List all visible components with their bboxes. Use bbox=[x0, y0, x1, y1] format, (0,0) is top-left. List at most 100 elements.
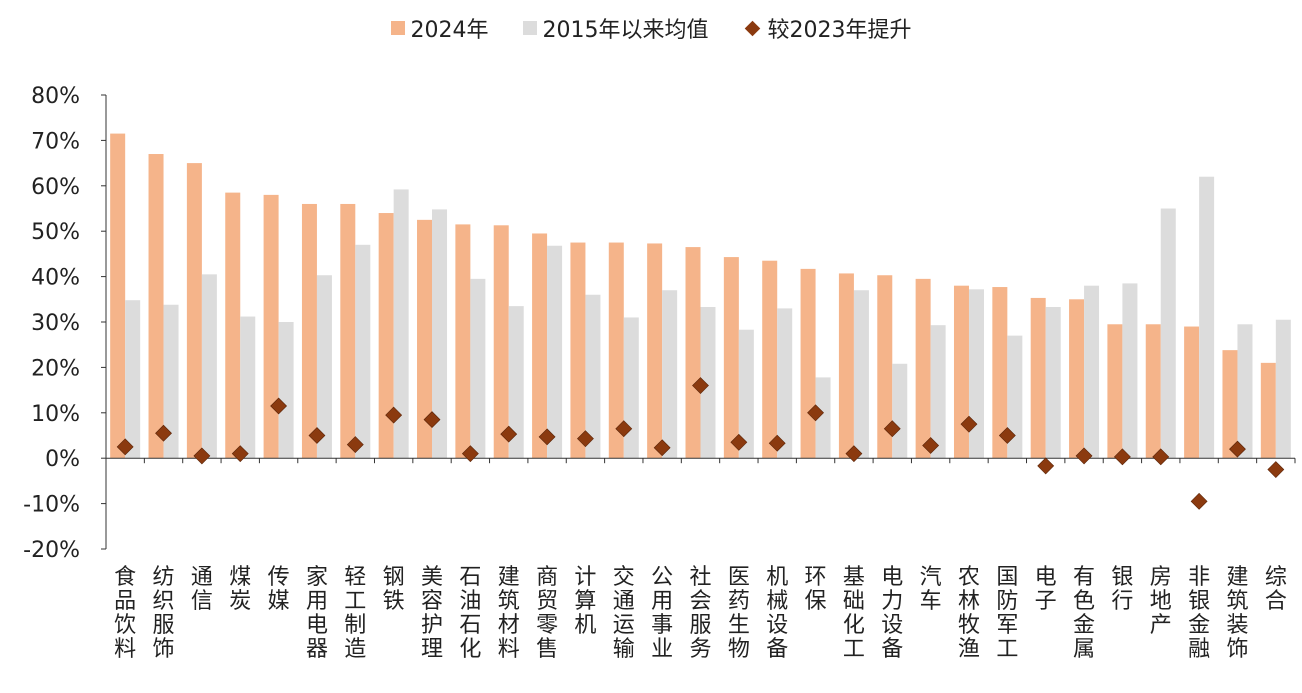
bar-2024 bbox=[992, 287, 1008, 459]
diamond-change bbox=[423, 411, 441, 429]
bar-avg bbox=[508, 306, 524, 459]
bar-2024 bbox=[647, 243, 663, 459]
diamond-change bbox=[1113, 448, 1131, 466]
category-label: 石油石化 bbox=[459, 565, 481, 662]
bar-avg bbox=[1045, 307, 1061, 459]
bar-2024 bbox=[1184, 326, 1200, 459]
y-tick-label: 50% bbox=[31, 220, 80, 245]
category-label: 交通运输 bbox=[613, 565, 635, 662]
category-label: 食品饮料 bbox=[114, 565, 136, 662]
bar-2024 bbox=[110, 133, 126, 459]
bar-2024 bbox=[148, 154, 164, 459]
bar-avg bbox=[1007, 335, 1023, 459]
bar-2024 bbox=[1145, 324, 1161, 459]
category-label: 计算机 bbox=[574, 565, 596, 638]
diamond-change bbox=[1267, 461, 1285, 478]
bar-avg bbox=[853, 290, 869, 459]
bar-avg bbox=[700, 307, 716, 459]
bar-2024 bbox=[1107, 324, 1123, 459]
bar-2024 bbox=[915, 278, 931, 459]
category-label: 社会服务 bbox=[689, 565, 711, 662]
bar-2024 bbox=[455, 224, 471, 459]
bar-avg bbox=[585, 294, 601, 459]
y-tick-label: 0% bbox=[45, 447, 80, 472]
bar-avg bbox=[355, 244, 371, 459]
y-tick-label: 10% bbox=[31, 402, 80, 427]
diamond-change bbox=[615, 420, 633, 438]
bar-2024 bbox=[1222, 350, 1238, 459]
diamond-change bbox=[577, 430, 594, 448]
diamond-change bbox=[1152, 448, 1170, 466]
bar-2024 bbox=[762, 260, 778, 459]
legend-label-2024: 2024年 bbox=[410, 18, 489, 43]
y-tick-label: 20% bbox=[31, 356, 80, 381]
y-tick-label: 40% bbox=[31, 266, 80, 291]
diamond-change bbox=[270, 397, 288, 415]
category-label: 银行 bbox=[1111, 565, 1133, 614]
category-label: 纺织服饰 bbox=[153, 565, 175, 662]
bar-avg bbox=[930, 325, 946, 459]
category-label: 家用电器 bbox=[306, 565, 328, 662]
diamond-change bbox=[308, 427, 326, 444]
bar-avg bbox=[393, 189, 409, 459]
diamond-change bbox=[730, 433, 748, 451]
diamond-change bbox=[922, 437, 940, 454]
bar-avg bbox=[547, 245, 563, 459]
category-label: 房地产 bbox=[1150, 565, 1172, 638]
bar-2024 bbox=[800, 268, 816, 459]
legend: 2024年 2015年以来均值 较2023年提升 bbox=[0, 10, 1302, 46]
bar-avg bbox=[1275, 319, 1291, 459]
diamond-change bbox=[1037, 457, 1055, 475]
legend-swatch-2024 bbox=[390, 21, 405, 35]
bar-avg bbox=[470, 278, 486, 459]
category-label: 美容护理 bbox=[421, 565, 443, 662]
category-label: 电力设备 bbox=[881, 565, 903, 662]
legend-item-change: 较2023年提升 bbox=[743, 12, 912, 44]
diamond-change bbox=[538, 428, 556, 446]
bar-2024 bbox=[340, 203, 356, 459]
diamond-change bbox=[653, 439, 671, 457]
bar-avg bbox=[432, 209, 448, 459]
y-tick-label: -10% bbox=[23, 493, 80, 518]
category-label: 建筑材料 bbox=[498, 565, 520, 662]
bar-2024 bbox=[838, 273, 854, 459]
category-label: 国防军工 bbox=[996, 565, 1018, 662]
diamond-change bbox=[998, 427, 1016, 444]
y-tick-label: -20% bbox=[23, 538, 80, 563]
bar-avg bbox=[201, 274, 217, 459]
bar-2024 bbox=[953, 285, 969, 459]
diamond-change bbox=[346, 436, 364, 454]
category-label: 非银金融 bbox=[1188, 565, 1210, 662]
bar-2024 bbox=[1260, 362, 1276, 459]
bar-avg bbox=[278, 322, 294, 459]
y-tick-label: 80% bbox=[31, 84, 80, 109]
diamond-change bbox=[500, 425, 518, 443]
diamond-change bbox=[231, 445, 249, 463]
diamond-change bbox=[385, 406, 403, 424]
diamond-change bbox=[193, 447, 211, 465]
legend-label-avg: 2015年以来均值 bbox=[542, 18, 709, 43]
bar-avg bbox=[163, 304, 179, 459]
diamond-change bbox=[1075, 447, 1093, 465]
bar-avg bbox=[316, 275, 332, 459]
bar-avg bbox=[662, 290, 678, 459]
category-label: 电子 bbox=[1035, 565, 1057, 614]
bar-avg bbox=[815, 377, 831, 459]
bar-2024 bbox=[493, 225, 509, 459]
category-label: 医药生物 bbox=[728, 565, 750, 662]
category-label: 建筑装饰 bbox=[1226, 565, 1248, 662]
category-label: 有色金属 bbox=[1073, 565, 1095, 662]
legend-item-avg: 2015年以来均值 bbox=[522, 12, 709, 44]
bar-2024 bbox=[877, 275, 893, 459]
category-label: 轻工制造 bbox=[344, 565, 366, 662]
bar-2024 bbox=[1030, 297, 1046, 459]
bar-2024 bbox=[1069, 299, 1085, 459]
bar-2024 bbox=[685, 247, 701, 459]
diamond-change bbox=[768, 434, 786, 452]
diamond-change bbox=[960, 415, 978, 433]
bar-2024 bbox=[225, 192, 241, 459]
bar-2024 bbox=[301, 203, 317, 459]
bar-avg bbox=[892, 363, 908, 459]
bar-avg bbox=[240, 316, 256, 459]
